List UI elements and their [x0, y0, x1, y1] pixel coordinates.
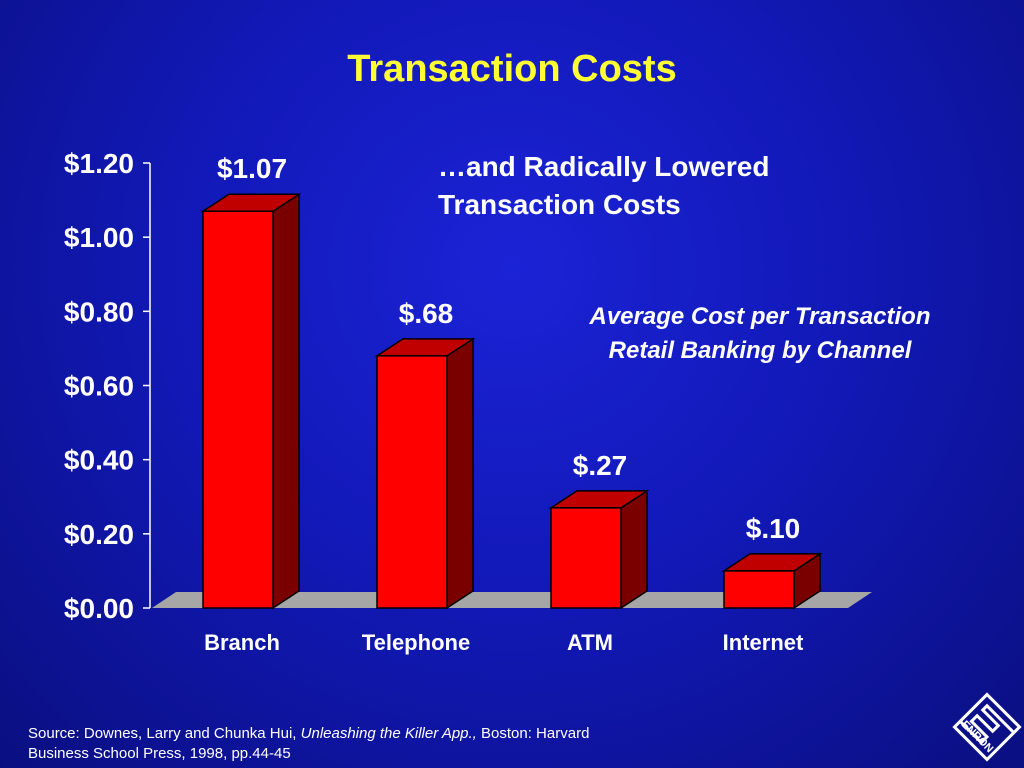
bar-side-branch	[272, 192, 300, 610]
bar-telephone	[376, 355, 448, 609]
bar-side-telephone	[446, 337, 474, 610]
subtitle-line-2: Transaction Costs	[438, 189, 681, 220]
x-tick-label: Branch	[204, 630, 280, 655]
y-tick-label: $0.20	[64, 519, 134, 550]
subtitle-line-1: …and Radically Lowered	[438, 151, 770, 182]
source-prefix: Source: Downes, Larry and Chunka Hui,	[28, 725, 301, 742]
chart-caption: Average Cost per Transaction Retail Bank…	[540, 300, 980, 368]
source-line-2: Business School Press, 1998, pp.44-45	[28, 745, 291, 762]
data-label: $.27	[573, 450, 628, 481]
chart-floor	[152, 592, 872, 608]
data-label: $.68	[399, 298, 454, 329]
bar-branch	[202, 210, 274, 609]
enron-logo: ENRON	[952, 692, 1022, 762]
x-tick-label: Telephone	[362, 630, 470, 655]
source-suffix: Boston: Harvard	[476, 725, 590, 742]
slide-title: Transaction Costs	[347, 48, 677, 90]
data-label: $.10	[746, 513, 801, 544]
x-tick-label: ATM	[567, 630, 613, 655]
bar-chart: $0.00 $0.20 $0.40 $0.60 $0.80 $1.00 $1.20 $1.07…	[64, 148, 872, 655]
source-citation: Source: Downes, Larry and Chunka Hui, Un…	[28, 724, 728, 764]
caption-line-1: Average Cost per Transaction	[589, 303, 931, 330]
y-tick-label: $0.00	[64, 593, 134, 624]
source-line-1: Source: Downes, Larry and Chunka Hui, Un…	[28, 724, 728, 744]
caption-line-2: Retail Banking by Channel	[608, 337, 912, 364]
bar-atm	[550, 507, 622, 609]
y-tick-label: $1.00	[64, 222, 134, 253]
y-tick-label: $0.80	[64, 296, 134, 327]
source-book-title: Unleashing the Killer App.,	[300, 725, 477, 742]
bar-side-atm	[620, 489, 648, 610]
y-tick-label: $0.60	[64, 371, 134, 402]
y-tick-label: $1.20	[64, 148, 134, 179]
x-tick-label: Internet	[723, 630, 804, 655]
data-label: $1.07	[217, 153, 287, 184]
slide-subtitle: …and Radically Lowered Transaction Costs	[438, 148, 878, 224]
bar-internet	[723, 570, 795, 609]
y-tick-label: $0.40	[64, 445, 134, 476]
